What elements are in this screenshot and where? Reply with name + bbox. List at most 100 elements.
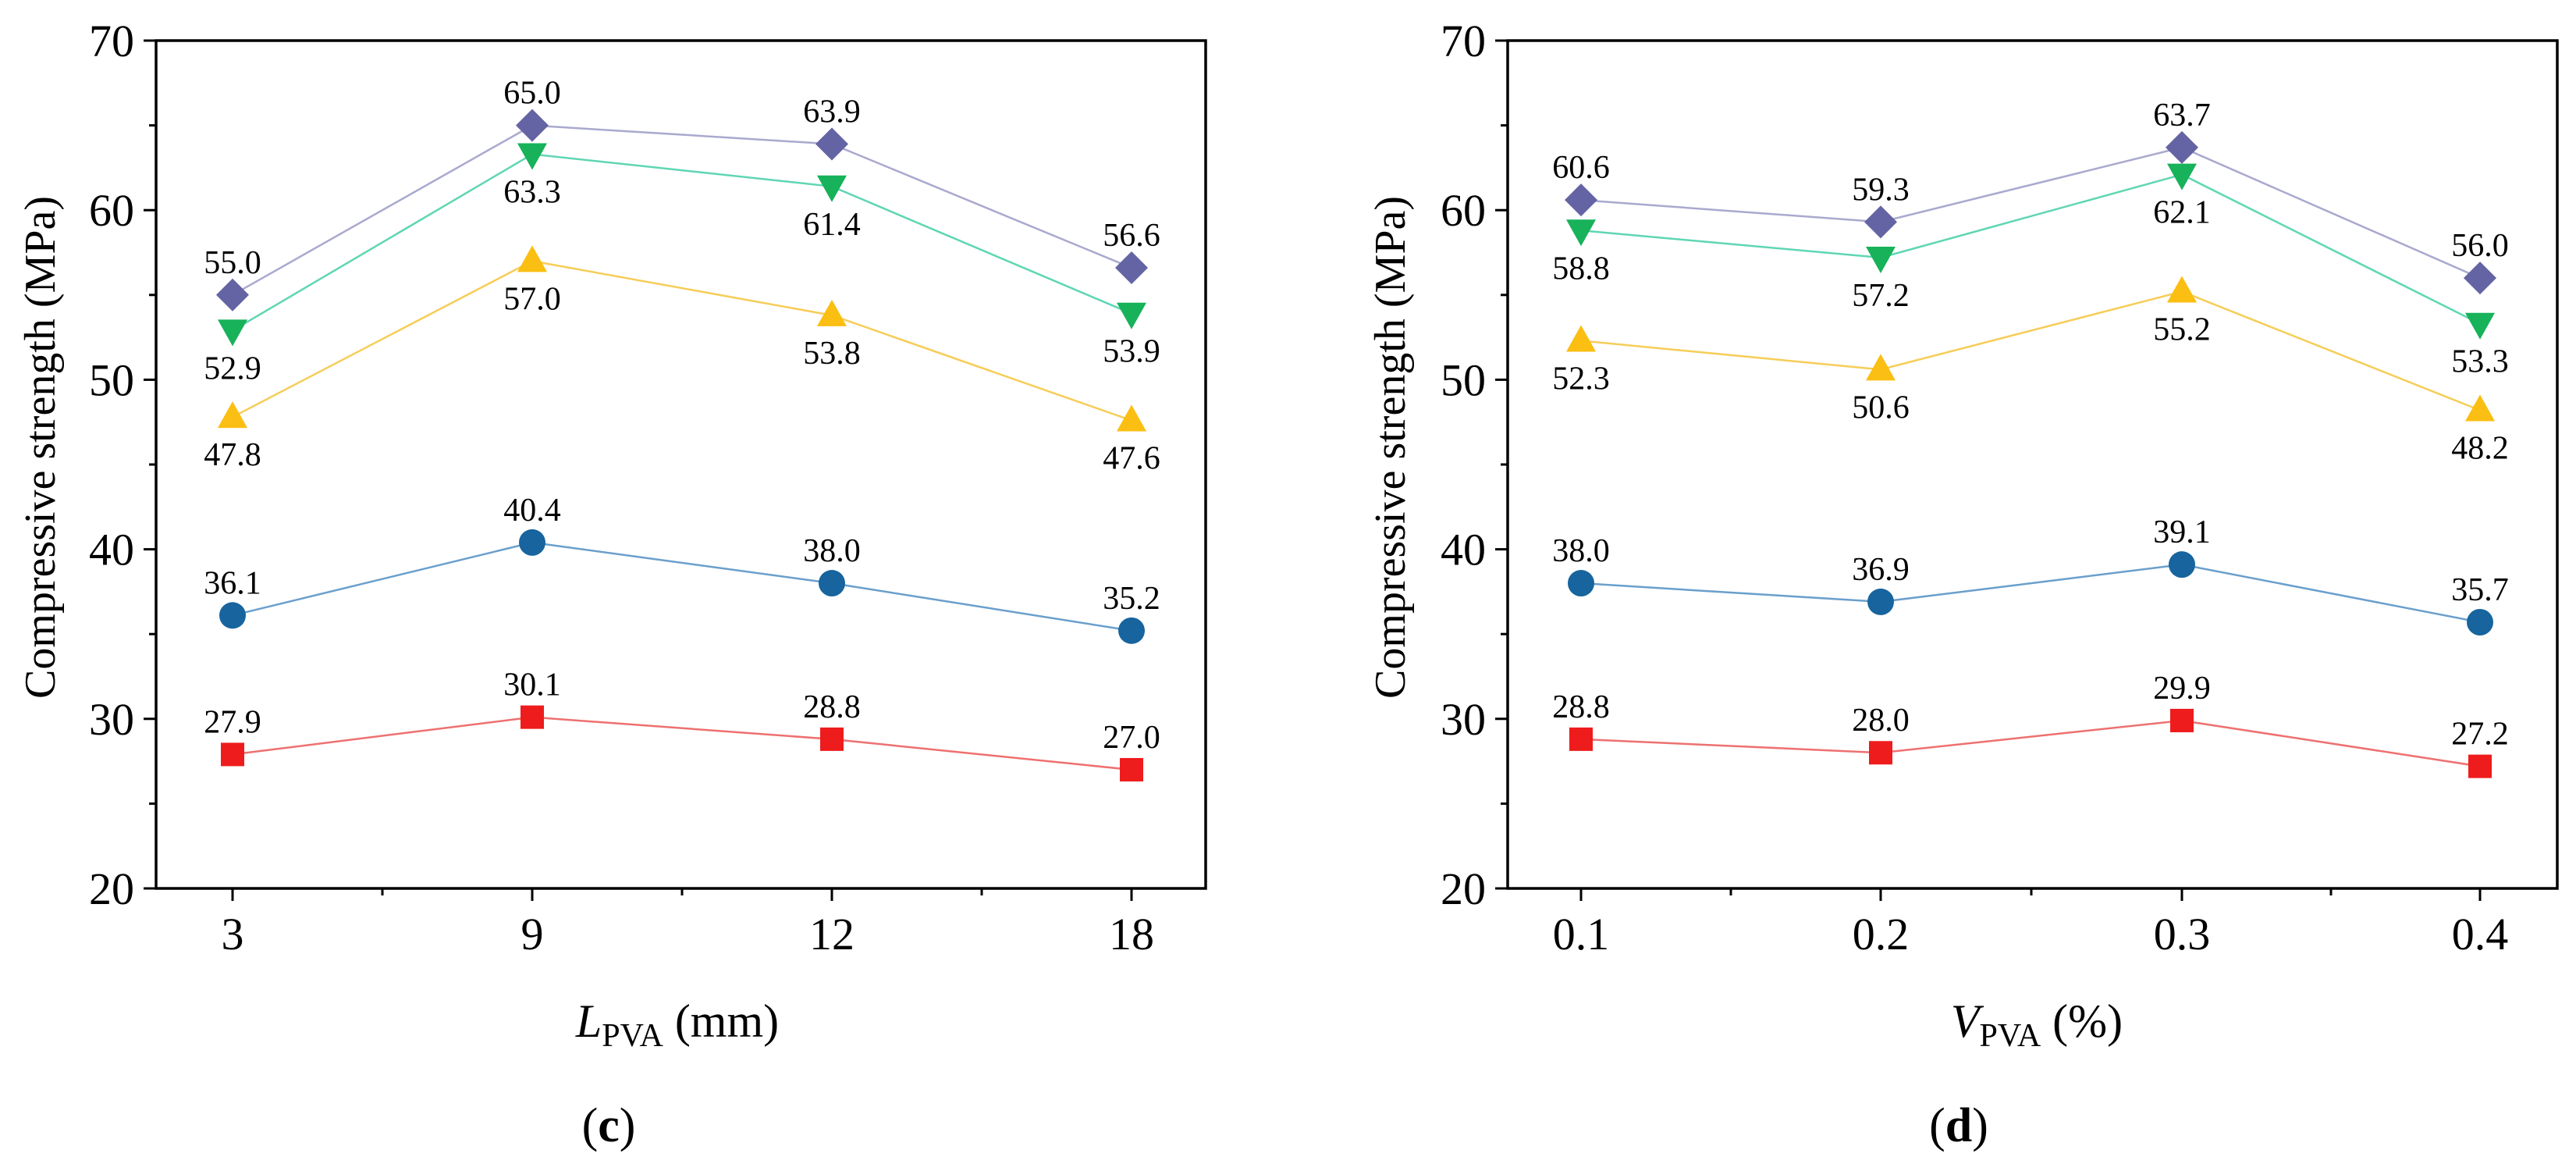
y-tick-label: 50 [1441,354,1486,405]
series-square: 28.8 28.0 29.9 27.2 [1552,671,2509,778]
x-tick-label: 0.2 [1853,909,1910,959]
data-point-marker [817,175,847,202]
x-axis-title: VPVA (%) [1951,995,2123,1054]
data-label: 29.9 [2153,671,2211,707]
data-point-marker [2468,754,2492,778]
data-label: 61.4 [803,207,861,243]
x-axis-title-unit: (%) [2041,995,2123,1047]
series-diamond: 55.0 65.0 63.9 56.6 [204,76,1160,311]
series-circle: 36.1 40.4 38.0 35.2 [204,493,1160,644]
data-point-marker [1115,251,1148,285]
x-tick-label: 3 [222,909,244,959]
x-axis-title-subscript: PVA [602,1018,663,1054]
series-line [232,124,1132,296]
x-tick-label: 18 [1109,909,1154,959]
data-point-marker [2169,551,2195,578]
data-label: 53.8 [803,336,861,372]
data-point-marker [1866,247,1896,274]
data-point-marker [516,109,549,142]
data-point-marker [1864,205,1897,239]
data-label: 35.2 [1103,581,1160,617]
series-line [1580,173,2481,325]
data-point-marker [1569,727,1593,751]
y-tick-label: 20 [89,863,134,914]
y-tick-label: 40 [89,525,134,575]
data-label: 28.8 [803,689,861,725]
axes-frame [155,39,1207,890]
data-point-marker [1566,325,1596,352]
data-label: 53.9 [1103,334,1160,370]
data-label: 57.2 [1852,278,1910,314]
data-label: 35.7 [2451,572,2509,608]
series-line [232,260,1132,422]
data-point-marker [815,127,848,161]
data-point-marker [517,245,547,272]
data-label: 52.9 [204,351,261,386]
data-point-marker [2465,312,2495,340]
series-triangle-up: 52.3 50.6 55.2 48.2 [1552,276,2509,466]
data-point-marker [2465,394,2495,422]
data-point-marker [2170,708,2194,732]
data-point-marker [819,570,845,597]
data-label: 53.3 [2451,344,2509,380]
data-label: 38.0 [803,533,861,569]
data-label: 47.8 [204,437,261,473]
series-square: 27.9 30.1 28.8 27.0 [204,667,1160,781]
data-point-marker [1867,588,1894,615]
data-label: 47.6 [1103,441,1160,477]
series-triangle-up: 47.8 57.0 53.8 47.6 [204,245,1160,477]
series-line [1580,290,2481,411]
data-point-marker [521,705,544,729]
x-axis-title-unit: (mm) [663,995,779,1047]
x-tick-label: 0.3 [2154,909,2211,959]
data-point-marker [2467,608,2493,635]
data-label: 60.6 [1552,150,1610,186]
data-label: 27.2 [2451,717,2509,753]
series-circle: 38.0 36.9 39.1 35.7 [1552,514,2509,635]
series-line [1580,563,2481,624]
panel-label-letter: d [1945,1099,1972,1152]
data-label: 36.1 [204,565,261,601]
data-label: 56.0 [2451,228,2509,264]
y-axis-title: Compressive strength (MPa) [16,196,65,699]
data-label: 30.1 [503,667,561,703]
data-point-marker [1566,219,1596,247]
data-label: 27.0 [1103,720,1160,756]
data-point-marker [216,278,249,311]
data-point-marker [1117,404,1146,432]
data-point-marker [1869,741,1892,765]
x-axis-title: LPVA (mm) [575,995,779,1054]
data-label: 63.3 [503,175,561,211]
y-axis-title: Compressive strength (MPa) [1366,196,1415,699]
data-label: 50.6 [1852,390,1910,425]
y-tick-label: 30 [1441,694,1486,745]
data-point-marker [1118,617,1145,644]
data-point-marker [1568,570,1594,597]
data-label: 55.2 [2153,311,2211,347]
plot-area: 20 30 40 50 60 70 0.1 0.2 0.3 0.4 28.8 28.0 29.9 27.2… [1441,16,2559,959]
data-point-marker [219,602,246,629]
x-axis-title-subscript: PVA [1980,1018,2041,1054]
data-point-marker [218,319,247,347]
data-point-marker [2167,163,2197,190]
x-tick-label: 9 [521,909,544,959]
data-point-marker [817,299,847,326]
y-tick-label: 60 [1441,185,1486,236]
data-point-marker [1866,354,1896,381]
x-axis-title-symbol: V [1951,995,1984,1047]
data-point-marker [820,727,844,751]
data-label: 63.9 [803,94,861,130]
data-label: 55.0 [204,245,261,281]
chart-panel-d: Compressive strength (MPa) VPVA (%) (d) … [1366,16,2559,1152]
data-label: 65.0 [503,76,561,112]
data-label: 28.0 [1852,703,1910,739]
data-point-marker [1117,302,1146,329]
data-point-marker [517,143,547,170]
y-tick-label: 50 [89,354,134,405]
series-line [232,153,1132,332]
data-label: 27.9 [204,704,261,740]
data-label: 59.3 [1852,172,1910,208]
data-point-marker [2464,262,2496,295]
plot-area: 20 30 40 50 60 70 3 9 12 18 27.9 30.1 28.8 27.0 36.1 40… [89,16,1207,959]
